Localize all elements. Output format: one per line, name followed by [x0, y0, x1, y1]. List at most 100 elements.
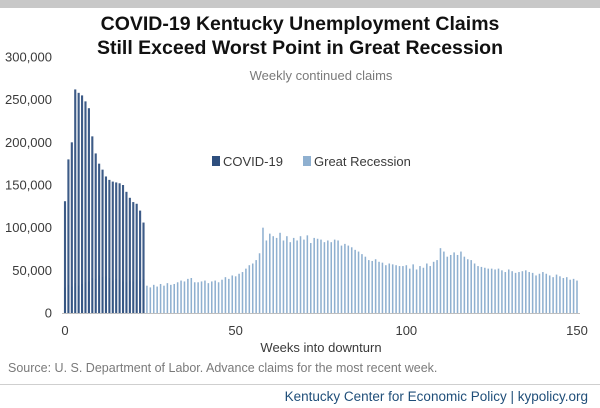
great-recession-bar — [146, 285, 148, 313]
great-recession-bar — [279, 232, 281, 313]
great-recession-bar — [487, 268, 490, 313]
great-recession-bar — [299, 236, 302, 313]
great-recession-bar — [258, 253, 261, 313]
great-recession-bar — [361, 254, 363, 313]
covid-bar — [81, 95, 84, 314]
great-recession-bar — [480, 266, 483, 313]
great-recession-bar — [344, 243, 346, 313]
great-recession-bar — [269, 233, 271, 313]
great-recession-bar — [303, 239, 305, 313]
great-recession-bar — [204, 280, 206, 313]
great-recession-bar — [364, 256, 367, 313]
great-recession-bar — [460, 251, 462, 313]
great-recession-bar — [347, 245, 350, 313]
great-recession-bar — [241, 272, 244, 313]
covid-bar — [108, 179, 111, 313]
great-recession-bar — [432, 261, 435, 313]
great-recession-bar — [316, 238, 319, 313]
great-recession-bar — [224, 277, 227, 313]
covid-bar — [111, 181, 114, 313]
great-recession-bar — [484, 267, 486, 313]
great-recession-bar — [439, 248, 442, 313]
great-recession-bar — [422, 267, 425, 313]
x-tick-label: 100 — [395, 323, 417, 338]
great-recession-bar — [214, 280, 216, 313]
y-tick-label: 0 — [45, 306, 52, 321]
great-recession-bar — [159, 283, 162, 313]
covid-bar — [84, 101, 87, 314]
great-recession-bar — [340, 245, 343, 313]
covid-bar — [87, 108, 90, 313]
great-recession-bar — [371, 260, 373, 313]
great-recession-bar — [453, 252, 455, 313]
great-recession-bar — [251, 263, 254, 313]
great-recession-bar — [286, 236, 288, 313]
great-recession-bar — [217, 282, 220, 313]
covid-bar — [104, 176, 108, 313]
great-recession-bar — [255, 260, 257, 313]
great-recession-bar — [180, 280, 182, 313]
covid-bar — [121, 185, 125, 313]
great-recession-bar — [398, 266, 401, 313]
top-band — [0, 0, 600, 8]
great-recession-bar — [555, 274, 558, 313]
great-recession-bar — [518, 272, 520, 313]
legend-swatch-great-recession — [303, 156, 311, 166]
great-recession-bar — [572, 278, 575, 313]
great-recession-bar — [467, 259, 469, 313]
covid-bar — [142, 222, 145, 313]
great-recession-bar — [443, 251, 445, 313]
covid-series — [63, 89, 145, 314]
x-tick-label: 0 — [61, 323, 68, 338]
great-recession-bar — [282, 240, 285, 313]
great-recession-bar — [176, 282, 179, 313]
great-recession-bar — [497, 268, 500, 313]
great-recession-bar — [333, 239, 336, 313]
great-recession-bar — [429, 266, 431, 313]
great-recession-series — [64, 227, 578, 313]
covid-bar — [115, 182, 118, 313]
great-recession-bar — [415, 269, 418, 313]
great-recession-bar — [504, 272, 507, 313]
great-recession-bar — [211, 281, 213, 313]
great-recession-bar — [170, 284, 172, 313]
great-recession-bar — [265, 240, 268, 313]
great-recession-bar — [156, 286, 158, 313]
great-recession-bar — [419, 266, 421, 313]
great-recession-bar — [357, 251, 360, 313]
x-tick-label: 50 — [228, 323, 242, 338]
legend-swatch-covid — [212, 156, 220, 166]
great-recession-bar — [542, 272, 544, 313]
covid-bar — [67, 159, 70, 313]
covid-bar — [139, 210, 142, 313]
great-recession-bar — [408, 268, 411, 313]
great-recession-bar — [275, 237, 278, 313]
great-recession-bar — [262, 227, 264, 313]
great-recession-bar — [412, 264, 414, 313]
y-tick-label: 100,000 — [5, 220, 52, 235]
great-recession-bar — [525, 270, 527, 313]
great-recession-bar — [173, 283, 175, 313]
great-recession-bar — [152, 284, 155, 313]
great-recession-bar — [289, 242, 292, 313]
great-recession-bar — [402, 266, 404, 313]
covid-bar — [94, 153, 97, 313]
great-recession-bar — [183, 281, 186, 313]
great-recession-bar — [190, 278, 193, 313]
great-recession-bar — [306, 235, 309, 313]
great-recession-bar — [569, 279, 571, 313]
great-recession-bar — [473, 263, 476, 313]
great-recession-bar — [449, 254, 452, 313]
great-recession-bar — [197, 282, 199, 313]
great-recession-bar — [385, 265, 387, 313]
great-recession-bar — [228, 278, 230, 313]
great-recession-bar — [350, 247, 353, 313]
chart-canvas: 0 50,000 100,000 150,000 200,000 250,000 300,0… — [5, 50, 588, 356]
great-recession-bar — [381, 262, 384, 313]
footer: Kentucky Center for Economic Policy | ky… — [0, 384, 600, 408]
x-axis-title: Weeks into downturn — [260, 340, 381, 355]
great-recession-bar — [463, 256, 466, 313]
great-recession-bar — [395, 265, 397, 313]
source-note: Source: U. S. Department of Labor. Advan… — [8, 361, 438, 375]
great-recession-bar — [388, 263, 391, 313]
